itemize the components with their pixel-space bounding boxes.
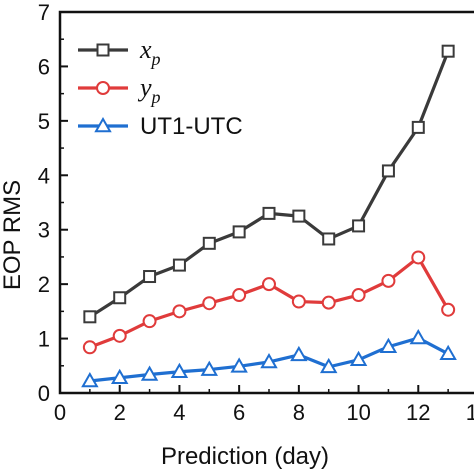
y-tick-label: 0 [38, 381, 50, 406]
x-tick-label: 6 [233, 400, 245, 425]
data-point-y-p [262, 277, 276, 292]
x-tick-label: 8 [293, 400, 305, 425]
legend: xp yp UT1-UTC [78, 35, 243, 140]
data-point-ut1-utc [81, 372, 99, 388]
data-point-x-p [441, 44, 455, 58]
x-tick-label: 2 [114, 400, 126, 425]
x-tick-label: 4 [173, 400, 185, 425]
legend-entry-y-p: yp [78, 73, 161, 107]
data-point-ut1-utc [379, 337, 398, 353]
data-point-x-p [262, 206, 276, 220]
data-point-y-p [172, 304, 187, 319]
y-axis-title: EOP RMS [0, 180, 26, 290]
data-point-x-p [411, 120, 425, 134]
y-tick-label: 5 [38, 109, 50, 134]
data-point-x-p [292, 209, 306, 223]
data-point-y-p [321, 295, 336, 310]
legend-entry-x-p: xp [78, 35, 161, 69]
axis-ticks [59, 11, 449, 394]
data-point-y-p [291, 294, 306, 309]
data-point-y-p [351, 288, 366, 303]
y-tick-labels: 0 1 2 3 4 5 6 7 [38, 0, 50, 406]
data-point-ut1-utc [439, 344, 457, 361]
data-point-ut1-utc [349, 350, 368, 367]
legend-label: yp [137, 73, 161, 107]
legend-entry-ut1-utc: UT1-UTC [78, 113, 243, 140]
legend-marker-square [96, 43, 110, 57]
y-tick-label: 4 [38, 163, 50, 188]
data-point-x-p [352, 219, 366, 233]
legend-label: UT1-UTC [140, 113, 243, 140]
data-point-ut1-utc [409, 329, 428, 345]
data-point-ut1-utc [260, 352, 278, 369]
data-point-x-p [172, 258, 186, 272]
data-point-ut1-utc [319, 357, 338, 374]
series-layer [81, 44, 457, 388]
data-point-y-p [82, 340, 97, 355]
data-point-y-p [232, 288, 247, 303]
x-axis-title: Prediction (day) [161, 443, 329, 470]
data-point-ut1-utc [290, 345, 308, 362]
data-point-x-p [113, 291, 127, 305]
data-point-y-p [112, 328, 127, 343]
data-point-ut1-utc [200, 360, 219, 376]
x-tick-label: 14 [466, 400, 474, 425]
y-tick-label: 3 [38, 218, 50, 243]
y-tick-label: 2 [38, 272, 50, 297]
data-point-x-p [381, 164, 395, 178]
y-tick-label: 7 [38, 0, 50, 25]
series-y-p [82, 250, 456, 355]
data-point-x-p [83, 310, 97, 324]
y-tick-label: 1 [38, 327, 50, 352]
data-point-y-p [202, 296, 217, 311]
data-point-ut1-utc [230, 357, 248, 373]
x-tick-label: 12 [406, 400, 430, 425]
y-tick-label: 6 [38, 54, 50, 79]
data-point-x-p [202, 236, 216, 250]
data-point-x-p [232, 225, 246, 239]
data-point-x-p [322, 232, 336, 246]
data-point-y-p [142, 314, 157, 329]
data-point-y-p [441, 302, 456, 317]
series-x-p [83, 44, 455, 324]
y-axis-title-text: EOP RMS [0, 180, 26, 290]
data-point-y-p [411, 250, 426, 265]
data-point-ut1-utc [140, 365, 159, 381]
x-tick-label: 10 [346, 400, 370, 425]
series-ut1-utc [81, 329, 457, 388]
legend-marker-circle [96, 81, 110, 95]
data-point-ut1-utc [110, 368, 129, 385]
legend-label: xp [139, 35, 161, 69]
x-tick-label: 0 [54, 400, 66, 425]
legend-marker-triangle [94, 116, 112, 133]
x-tick-labels: 0 2 4 6 8 10 12 14 [54, 400, 474, 425]
data-point-ut1-utc [170, 362, 189, 379]
data-point-y-p [381, 273, 396, 288]
data-point-x-p [143, 270, 157, 284]
